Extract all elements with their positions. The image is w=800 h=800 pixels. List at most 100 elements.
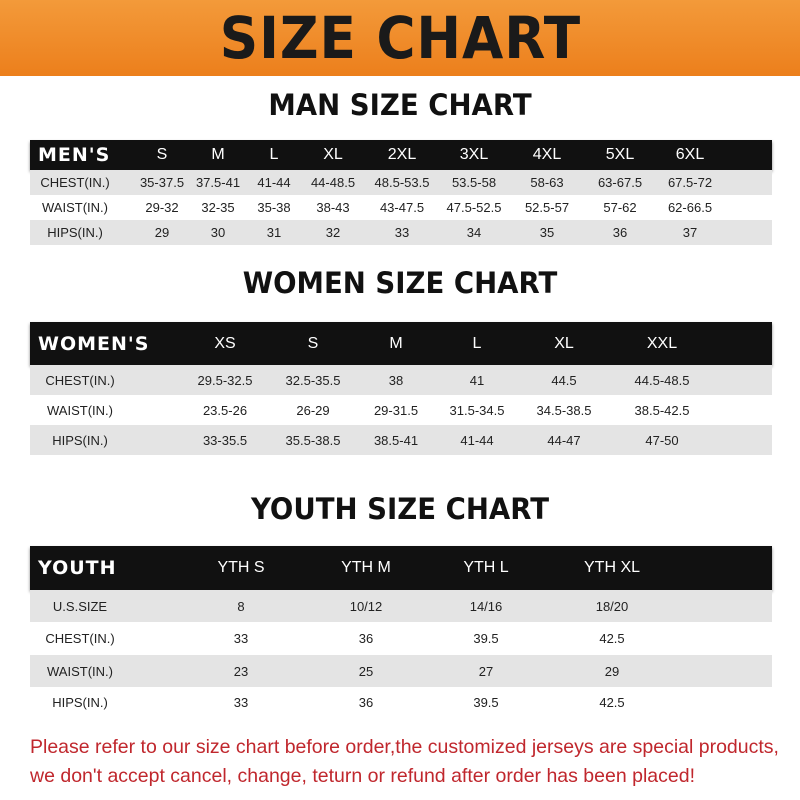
size-header: 2XL <box>387 146 417 163</box>
size-header: YTH XL <box>583 559 641 576</box>
measurement-cell: 52.5-57 <box>524 200 570 215</box>
table-label: WOMEN'S <box>38 332 150 355</box>
row-label: U.S.SIZE <box>52 598 108 614</box>
header-row: MEN'S S M L XL 2XL 3XL 4XL 5XL 6XL <box>30 140 772 170</box>
size-header: S <box>156 146 168 163</box>
table-row: WAIST(IN.) 23.5-26 26-29 29-31.5 31.5-34.5 34… <box>30 395 772 425</box>
measurement-cell: 35-38 <box>257 200 291 215</box>
measurement-cell: 10/12 <box>349 598 383 614</box>
row-label: WAIST(IN.) <box>47 402 113 418</box>
measurement-cell: 33 <box>233 631 249 646</box>
measurement-cell: 58-63 <box>530 175 564 190</box>
measurement-cell: 23 <box>233 663 249 679</box>
table-row: HIPS(IN.) 33-35.5 35.5-38.5 38.5-41 41-44 44-… <box>30 425 772 455</box>
measurement-cell: 30 <box>210 225 226 240</box>
measurement-cell: 38-43 <box>316 200 350 215</box>
table-row: HIPS(IN.) 33 36 39.5 42.5 <box>30 687 772 718</box>
measurement-cell: 63-67.5 <box>597 175 643 190</box>
measurement-cell: 62-66.5 <box>667 200 713 215</box>
table-row: HIPS(IN.) 29 30 31 32 33 34 35 36 37 <box>30 220 772 245</box>
size-header: L <box>269 146 279 163</box>
measurement-cell: 37 <box>682 225 698 240</box>
size-header: 4XL <box>532 146 562 163</box>
measurement-cell: 44-48.5 <box>310 175 356 190</box>
size-header: YTH L <box>463 559 509 576</box>
measurement-cell: 29 <box>604 663 620 679</box>
size-header: S <box>307 334 319 352</box>
row-label: HIPS(IN.) <box>52 695 108 710</box>
table-row: WAIST(IN.) 23 25 27 29 <box>30 655 772 687</box>
size-header: YTH M <box>341 559 391 576</box>
measurement-cell: 35.5-38.5 <box>285 432 341 448</box>
disclaimer-line-1: Please refer to our size chart before or… <box>30 736 779 758</box>
men-size-table: MEN'S S M L XL 2XL 3XL 4XL 5XL 6XL CHEST(IN.) 35-37… <box>30 140 772 245</box>
measurement-cell: 25 <box>358 663 374 679</box>
row-label: CHEST(IN.) <box>40 175 110 190</box>
women-title: WOMEN SIZE CHART <box>242 266 558 300</box>
measurement-cell: 44-47 <box>547 432 581 448</box>
measurement-cell: 8 <box>237 598 245 614</box>
measurement-cell: 32 <box>325 225 341 240</box>
measurement-cell: 33 <box>233 695 249 710</box>
measurement-cell: 36 <box>358 631 374 646</box>
youth-title: YOUTH SIZE CHART <box>250 492 550 526</box>
measurement-cell: 57-62 <box>603 200 637 215</box>
measurement-cell: 34.5-38.5 <box>536 402 592 418</box>
banner: SIZE CHART <box>0 0 800 76</box>
size-header: 6XL <box>675 146 705 163</box>
measurement-cell: 29-31.5 <box>373 402 419 418</box>
measurement-cell: 29-32 <box>145 200 179 215</box>
measurement-cell: 34 <box>466 225 482 240</box>
measurement-cell: 43-47.5 <box>379 200 425 215</box>
row-label: WAIST(IN.) <box>42 200 108 215</box>
row-label: CHEST(IN.) <box>45 631 115 646</box>
table-row: CHEST(IN.) 33 36 39.5 42.5 <box>30 622 772 655</box>
measurement-cell: 41-44 <box>257 175 291 190</box>
measurement-cell: 33 <box>394 225 410 240</box>
measurement-cell: 26-29 <box>296 402 330 418</box>
size-header: M <box>211 146 225 163</box>
measurement-cell: 38 <box>388 372 404 388</box>
measurement-cell: 35-37.5 <box>139 175 185 190</box>
size-header: 5XL <box>605 146 635 163</box>
size-header: YTH S <box>217 559 265 576</box>
size-header: XXL <box>646 334 678 352</box>
table-label: YOUTH <box>38 557 117 579</box>
disclaimer: Please refer to our size chart before or… <box>30 733 790 791</box>
measurement-cell: 27 <box>478 663 494 679</box>
measurement-cell: 33-35.5 <box>202 432 248 448</box>
measurement-cell: 29.5-32.5 <box>197 372 253 388</box>
measurement-cell: 39.5 <box>473 695 499 710</box>
measurement-cell: 44.5-48.5 <box>634 372 690 388</box>
size-header: M <box>389 334 403 352</box>
header-row: WOMEN'S XS S M L XL XXL <box>30 322 772 365</box>
measurement-cell: 35 <box>539 225 555 240</box>
measurement-cell: 31.5-34.5 <box>449 402 505 418</box>
measurement-cell: 41 <box>469 372 485 388</box>
row-label: HIPS(IN.) <box>52 432 108 448</box>
measurement-cell: 38.5-42.5 <box>634 402 690 418</box>
size-header: XL <box>323 146 343 163</box>
measurement-cell: 38.5-41 <box>373 432 419 448</box>
measurement-cell: 42.5 <box>599 695 625 710</box>
table-row: U.S.SIZE 8 10/12 14/16 18/20 <box>30 590 772 622</box>
measurement-cell: 53.5-58 <box>451 175 497 190</box>
table-row: CHEST(IN.) 29.5-32.5 32.5-35.5 38 41 44.5 44.5… <box>30 365 772 395</box>
measurement-cell: 41-44 <box>460 432 494 448</box>
measurement-cell: 48.5-53.5 <box>374 175 430 190</box>
measurement-cell: 37.5-41 <box>195 175 241 190</box>
disclaimer-line-2: we don't accept cancel, change, teturn o… <box>30 765 695 787</box>
size-header: L <box>472 334 482 352</box>
measurement-cell: 44.5 <box>551 372 577 388</box>
measurement-cell: 47-50 <box>645 432 679 448</box>
size-header: 3XL <box>459 146 489 163</box>
measurement-cell: 36 <box>612 225 628 240</box>
measurement-cell: 32-35 <box>201 200 235 215</box>
measurement-cell: 18/20 <box>595 598 629 614</box>
header-row: YOUTH YTH S YTH M YTH L YTH XL <box>30 546 772 590</box>
measurement-cell: 23.5-26 <box>202 402 248 418</box>
men-title: MAN SIZE CHART <box>268 88 532 122</box>
measurement-cell: 31 <box>266 225 282 240</box>
size-header: XL <box>554 334 574 352</box>
women-size-table: WOMEN'S XS S M L XL XXL CHEST(IN.) 29.5-32.5 32.5… <box>30 322 772 455</box>
